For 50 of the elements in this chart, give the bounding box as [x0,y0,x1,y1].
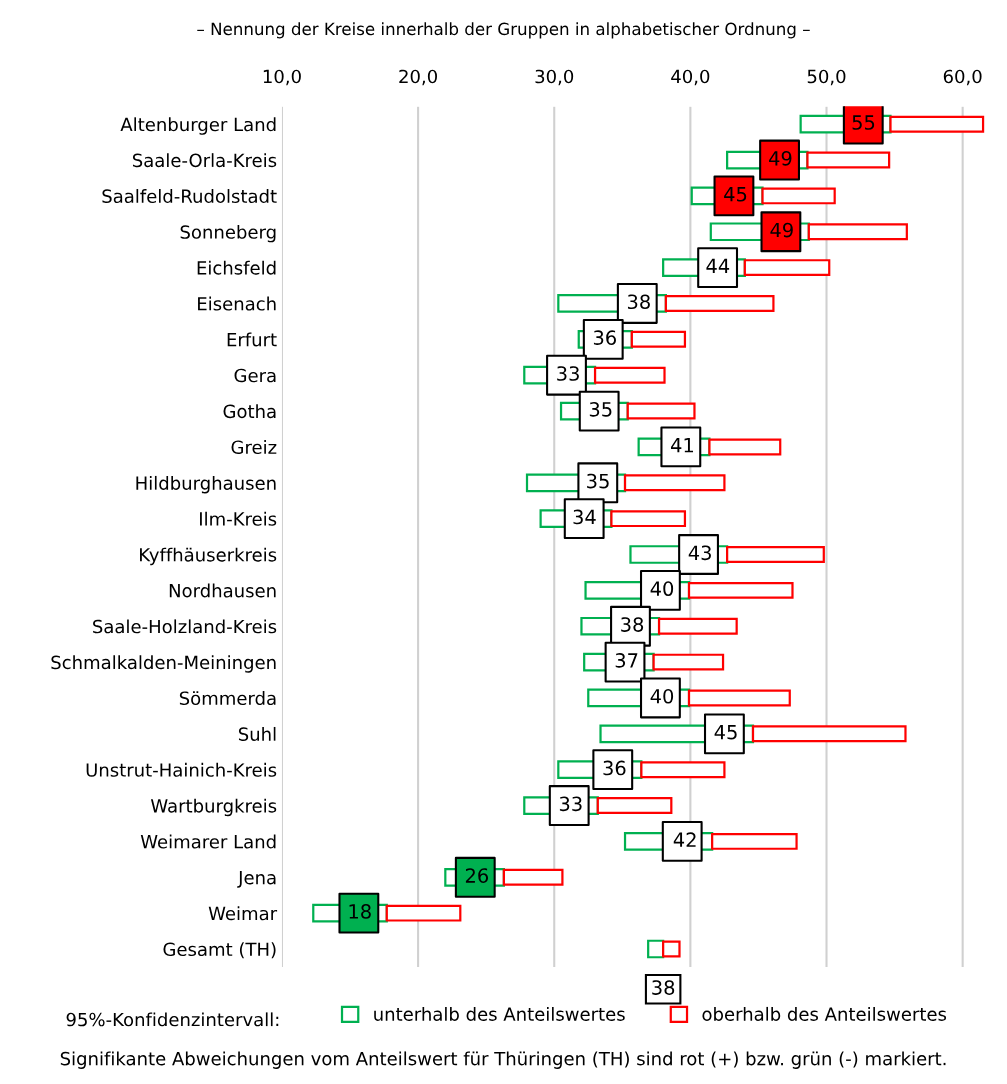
legend-title: 95%-Konfidenzintervall: [66,1012,279,1027]
legend-label: unterhalb des Anteilswertes [374,1006,625,1021]
y-tick-label: Gesamt (TH) [163,942,276,959]
y-tick-label: Weimar [208,906,278,921]
data-label: 40 [650,688,674,704]
y-tick-label: Wartburgkreis [150,798,277,817]
y-tick-label: Suhl [238,726,276,741]
y-tick-label: Unstrut-Hainich-Kreis [86,762,277,777]
chart-subtitle: – Nennung der Kreise innerhalb der Gruppen in alphabetischer Ordnung – [197,22,810,39]
data-label: 38 [627,294,650,310]
data-label: 35 [587,473,609,489]
data-label: 49 [770,222,793,238]
data-label: 40 [650,581,674,597]
x-tick-label: 20,0 [399,69,437,86]
data-label: 44 [706,258,730,273]
data-label: 42 [673,832,696,847]
data-label: 55 [852,115,875,130]
y-tick-label: Jena [237,870,276,888]
x-tick-label: 40,0 [671,69,710,86]
y-tick-label: Saale-Orla-Kreis [132,153,277,168]
y-tick-label: Gera [234,368,276,383]
y-tick-label: Altenburger Land [120,117,276,135]
y-tick-label: Schmalkalden-Meiningen [51,655,276,673]
y-tick-label: Nordhausen [169,583,276,598]
text: Signifikante Abweichungen vom Anteilswert für Thüringen (TH) sind rot (+) bzw. grün (-) markiert. [60,1051,946,1069]
data-label: 45 [724,187,747,202]
y-tick-label: Sömmerda [179,691,276,706]
y-tick-label: Greiz [231,440,277,455]
y-tick-label: Kyffhäuserkreis [140,547,277,566]
x-tick-label: 30,0 [535,69,574,86]
data-label: 26 [465,868,489,883]
y-tick-label: Weimarer Land [140,834,276,849]
y-tick-label: Hildburghausen [136,475,276,494]
data-label: 45 [714,725,737,740]
y-tick-label: Eisenach [198,296,276,311]
legend-label: oberhalb des Anteilswertes [702,1006,947,1021]
y-tick-label: Ilm-Kreis [200,511,277,526]
annotation: 38 [652,980,675,995]
y-tick-label: Erfurt [227,332,277,347]
x-tick-label: 10,0 [263,69,301,86]
x-tick-label: 50,0 [807,69,846,86]
data-label: 18 [349,904,371,919]
y-tick-label: Saale-Holzland-Kreis [93,619,277,634]
y-tick-label: Sonneberg [180,224,276,243]
y-tick-label: Saalfeld-Rudolstadt [102,189,277,203]
y-tick-label: Eichsfeld [197,260,276,275]
x-tick-label: 60,0 [943,69,982,86]
data-label: 43 [688,545,711,561]
y-tick-label: Gotha [223,404,276,419]
data-label: 49 [769,150,792,166]
